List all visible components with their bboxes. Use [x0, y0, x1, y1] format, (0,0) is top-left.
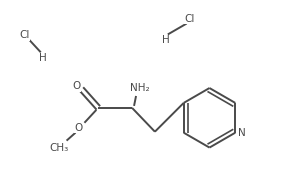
- Text: O: O: [74, 123, 83, 133]
- Text: H: H: [162, 35, 169, 45]
- Text: Cl: Cl: [185, 14, 195, 24]
- Text: O: O: [72, 81, 81, 91]
- Text: N: N: [238, 128, 246, 138]
- Text: Cl: Cl: [19, 30, 29, 40]
- Text: H: H: [39, 53, 47, 63]
- Text: CH₃: CH₃: [49, 143, 68, 153]
- Text: NH₂: NH₂: [130, 83, 150, 93]
